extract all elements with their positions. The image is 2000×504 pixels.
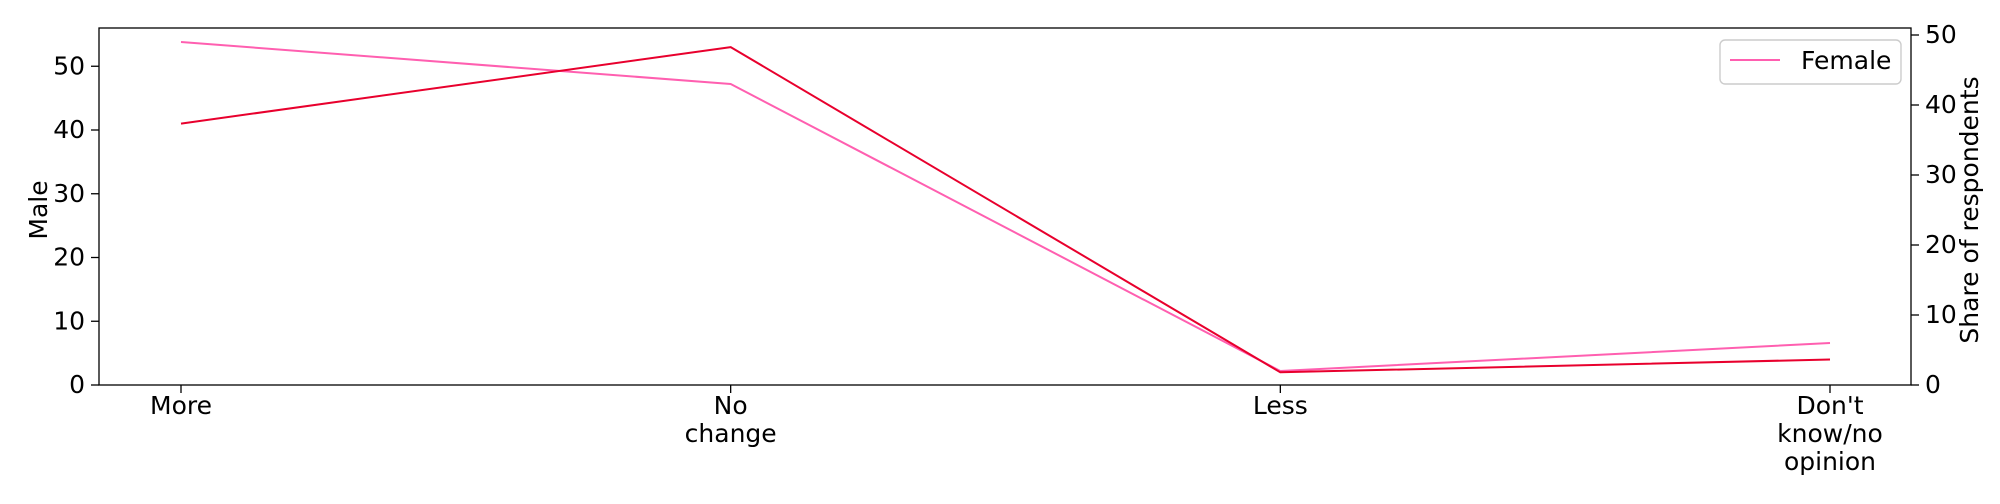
series-line-female bbox=[180, 41, 1831, 372]
x-axis: More No change Less Don't know/no opinion bbox=[150, 385, 1883, 476]
right-axis-tick-label: 0 bbox=[1925, 370, 1941, 399]
right-axis-tick-label: 10 bbox=[1925, 300, 1957, 329]
x-axis-tick-label: Less bbox=[1253, 391, 1308, 420]
plot-frame bbox=[98, 27, 1912, 386]
right-axis-label: Share of respondents bbox=[1955, 76, 1984, 343]
right-axis-tick-label: 40 bbox=[1925, 90, 1957, 119]
left-axis-tick-label: 0 bbox=[69, 370, 85, 399]
series-line-male bbox=[180, 46, 1831, 374]
x-axis-tick-label: No change bbox=[685, 391, 777, 448]
x-axis-tick-label: Don't know/no opinion bbox=[1777, 391, 1883, 476]
right-axis: 0 10 20 30 40 50 bbox=[1911, 20, 1957, 399]
left-axis-tick-label: 50 bbox=[53, 51, 85, 80]
left-axis-tick-label: 20 bbox=[53, 243, 85, 272]
left-axis-tick-label: 40 bbox=[53, 115, 85, 144]
right-axis-tick-label: 50 bbox=[1925, 20, 1957, 49]
legend-label-female: Female bbox=[1801, 46, 1891, 75]
series-layer bbox=[180, 41, 1831, 374]
left-axis-tick-label: 30 bbox=[53, 179, 85, 208]
x-axis-tick-label: More bbox=[150, 391, 212, 420]
right-axis-tick-label: 20 bbox=[1925, 230, 1957, 259]
legend: Female bbox=[1719, 39, 1902, 85]
left-axis-tick-label: 10 bbox=[53, 306, 85, 335]
legend-box bbox=[1719, 39, 1902, 85]
right-axis-tick-label: 30 bbox=[1925, 160, 1957, 189]
left-axis: 0 10 20 30 40 50 bbox=[53, 51, 99, 399]
left-axis-label: Male bbox=[24, 180, 53, 239]
